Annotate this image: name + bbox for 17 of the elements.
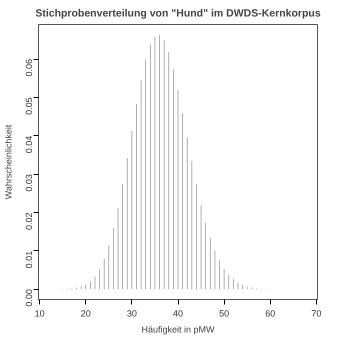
x-tick-label: 40	[172, 308, 184, 318]
y-tick-label: 0.03	[24, 174, 34, 192]
x-tick-label: 70	[311, 308, 322, 318]
y-axis-title: Wahrscheinlichkeit	[4, 124, 14, 200]
x-axis-title: Häufigkeit in pMW	[141, 324, 216, 334]
x-tick-label: 10	[34, 308, 45, 318]
chart-title: Stichprobenverteilung von "Hund" im DWDS-Kernkorpus	[35, 8, 321, 20]
y-tick-label: 0.02	[24, 212, 34, 230]
x-tick-label: 20	[80, 308, 91, 318]
y-tick-label: 0.04	[24, 136, 34, 154]
y-tick-label: 0.06	[24, 59, 34, 77]
y-tick-label: 0.05	[24, 97, 34, 115]
x-tick-label: 60	[265, 308, 276, 318]
x-tick-label: 50	[219, 308, 230, 318]
x-tick-label: 30	[126, 308, 137, 318]
y-tick-label: 0.01	[24, 250, 34, 268]
y-tick-label: 0.00	[24, 289, 34, 307]
